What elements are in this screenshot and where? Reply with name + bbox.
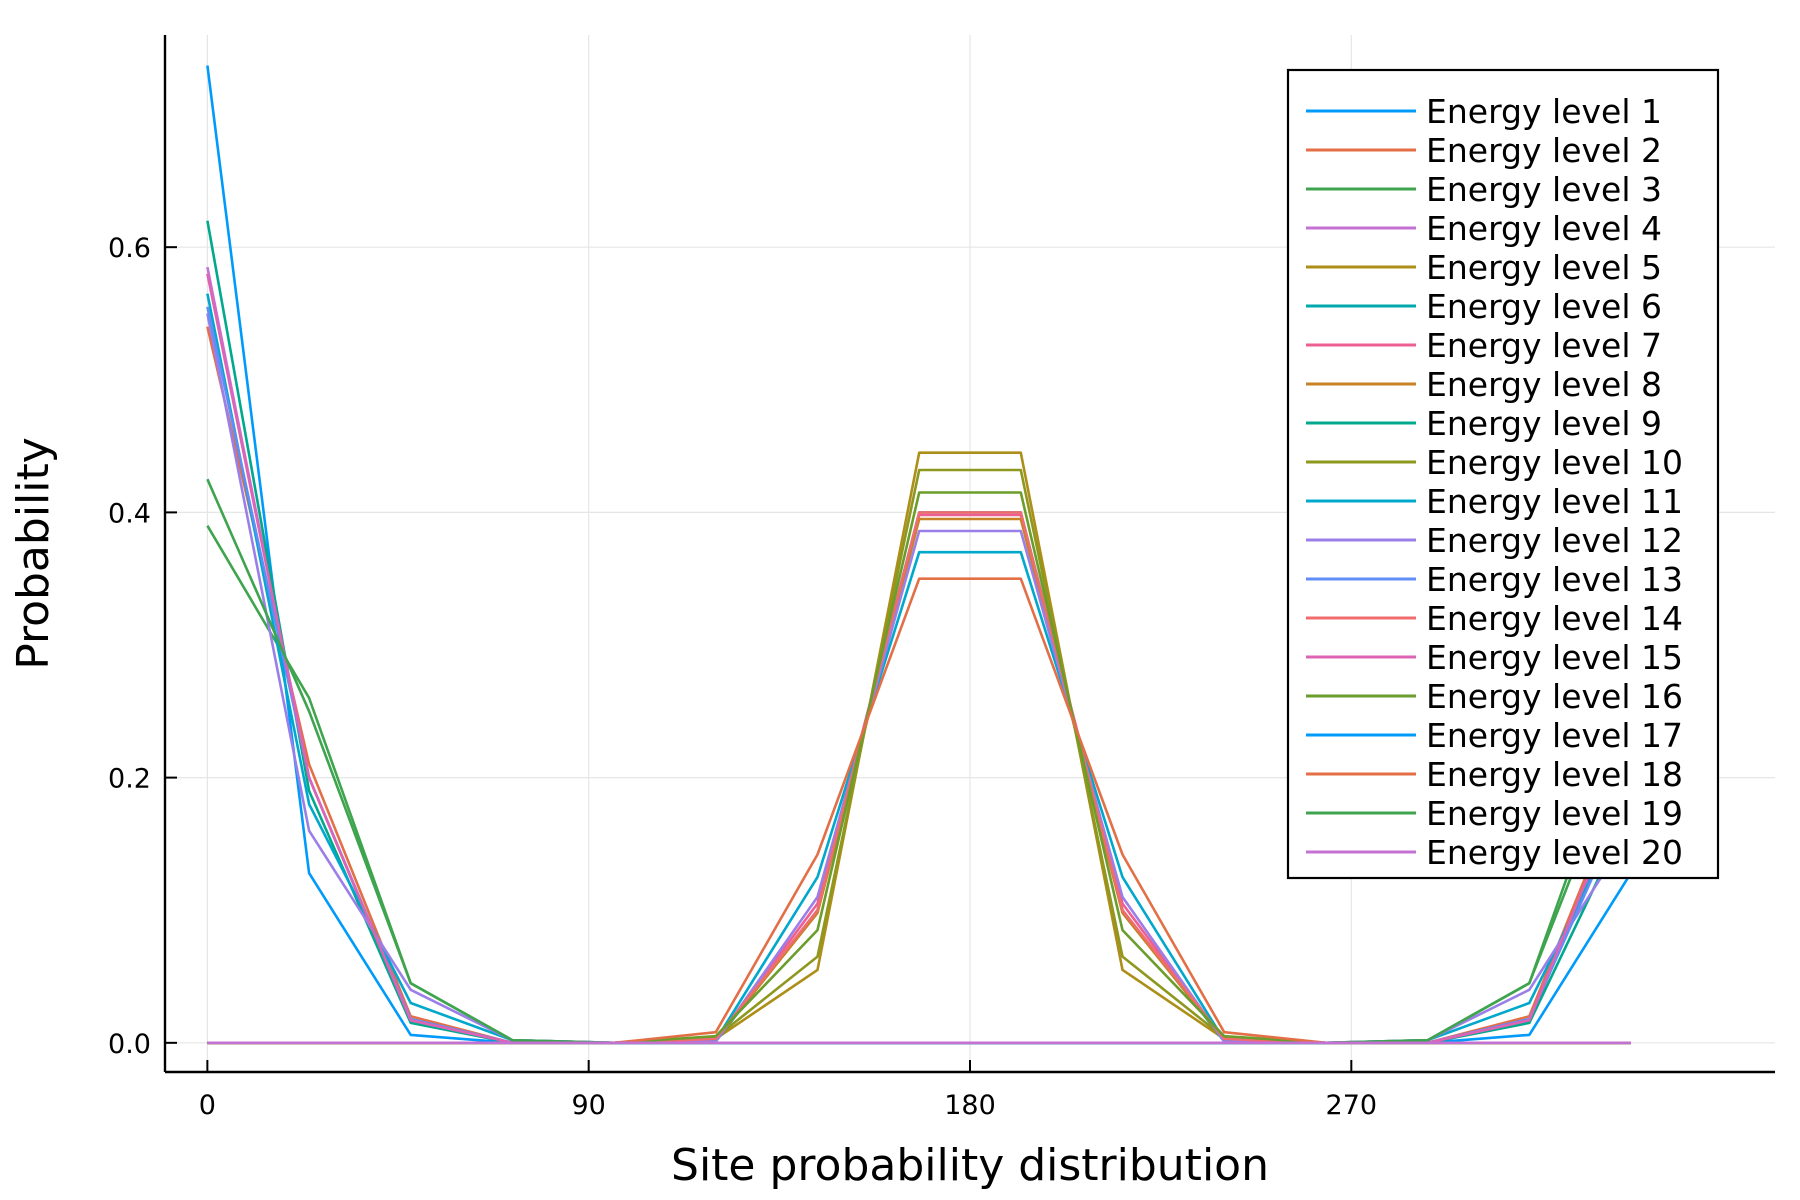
legend-label: Energy level 16: [1426, 677, 1683, 716]
legend-label: Energy level 12: [1426, 521, 1683, 560]
legend-label: Energy level 9: [1426, 404, 1662, 443]
legend-label: Energy level 18: [1426, 755, 1683, 794]
x-tick-label: 270: [1326, 1090, 1378, 1121]
legend-label: Energy level 1: [1426, 92, 1662, 131]
legend-label: Energy level 2: [1426, 131, 1662, 170]
x-axis-title: Site probability distribution: [671, 1140, 1269, 1191]
y-tick-label: 0.2: [108, 764, 151, 795]
legend-label: Energy level 4: [1426, 209, 1662, 248]
axes: [163, 35, 1775, 1074]
legend-label: Energy level 11: [1426, 482, 1683, 521]
y-axis-title: Probability: [8, 437, 59, 670]
legend-label: Energy level 20: [1426, 833, 1683, 872]
legend-label: Energy level 19: [1426, 794, 1683, 833]
x-tick-label: 180: [944, 1090, 996, 1121]
legend-label: Energy level 7: [1426, 326, 1662, 365]
legend-label: Energy level 8: [1426, 365, 1662, 404]
y-tick-label: 0.0: [108, 1029, 151, 1060]
legend-label: Energy level 13: [1426, 560, 1683, 599]
y-tick-label: 0.6: [108, 233, 151, 264]
y-tick-label: 0.4: [108, 498, 151, 529]
x-tick-label: 0: [199, 1090, 216, 1121]
legend-label: Energy level 14: [1426, 599, 1683, 638]
legend-label: Energy level 3: [1426, 170, 1662, 209]
legend-label: Energy level 17: [1426, 716, 1683, 755]
x-tick-label: 90: [572, 1090, 606, 1121]
legend-box: [1286, 68, 1720, 880]
legend-label: Energy level 6: [1426, 287, 1662, 326]
legend-label: Energy level 15: [1426, 638, 1683, 677]
tick-labels: 0 90 180 270 0.0 0.2 0.4 0.6: [108, 233, 1377, 1121]
series-layer: [206, 65, 1633, 1045]
legend-label: Energy level 5: [1426, 248, 1662, 287]
legend-label: Energy level 10: [1426, 443, 1683, 482]
